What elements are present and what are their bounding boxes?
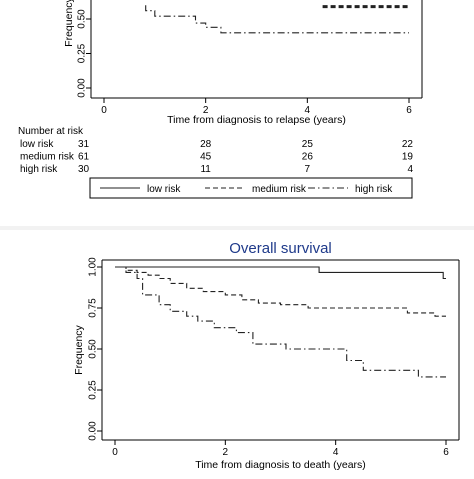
x-tick-label: 4	[333, 447, 339, 458]
risk-row-label-low-risk: low risk	[20, 139, 54, 150]
y-tick-label: 0.25	[77, 43, 88, 63]
series-line-medium-risk	[115, 266, 446, 317]
x-tick-label: 2	[223, 447, 229, 458]
series-line-high-risk	[145, 5, 409, 34]
risk-count: 4	[407, 164, 413, 175]
risk-count: 45	[200, 152, 212, 163]
risk-count: 61	[78, 152, 90, 163]
risk-count: 25	[302, 139, 314, 150]
risk-count: 22	[402, 139, 414, 150]
risk-count: 19	[402, 152, 414, 163]
x-tick-label: 2	[203, 105, 209, 116]
overall-survival-chart: 0 2 4 6 0.00 0.25 0.50 0.75 1.00 Time from diagno…	[73, 240, 460, 471]
risk-count: 11	[200, 164, 211, 175]
relapse-chart: 0 2 4 6 0.00 0.25 0.50 Time from diagnosis to r…	[18, 0, 423, 199]
legend-label-high-risk: high risk	[355, 184, 393, 195]
relapse-panel: 0 2 4 6 0.00 0.25 0.50 Time from diagnosis to r…	[0, 0, 474, 230]
risk-count: 31	[78, 139, 90, 150]
y-tick-label: 0.50	[88, 339, 99, 359]
y-tick-label: 0.75	[88, 298, 99, 318]
y-axis-label: Frequency	[73, 324, 85, 374]
risk-table-title: Number at risk	[18, 126, 84, 137]
risk-count: 7	[305, 164, 311, 175]
x-tick-label: 0	[112, 447, 118, 458]
x-tick-label: 0	[101, 105, 107, 116]
y-tick-label: 0.25	[88, 380, 99, 400]
series-line-high-risk	[115, 266, 446, 378]
y-tick-label: 0.00	[88, 421, 99, 441]
risk-count: 26	[302, 152, 314, 163]
legend-box	[89, 177, 413, 199]
x-tick-label: 4	[305, 105, 311, 116]
x-axis-label: Time from diagnosis to relapse (years)	[167, 114, 346, 126]
panel-separator	[0, 226, 474, 231]
x-tick-label: 6	[406, 105, 412, 116]
risk-row-label-medium-risk: medium risk	[20, 152, 75, 163]
x-tick-label: 6	[443, 447, 449, 458]
overall-survival-panel: 0 2 4 6 0.00 0.25 0.50 0.75 1.00 Time from diagno…	[0, 230, 474, 474]
y-axis-label: Frequency	[63, 0, 75, 47]
legend-label-medium-risk: medium risk	[252, 184, 307, 195]
series-line-low-risk	[115, 266, 446, 280]
y-tick-label: 0.00	[77, 78, 88, 98]
y-tick-label: 0.50	[77, 9, 88, 29]
chart-title: Overall survival	[229, 240, 332, 257]
y-tick-label: 1.00	[88, 257, 99, 277]
x-axis-label: Time from diagnosis to death (years)	[195, 459, 366, 471]
legend-label-low-risk: low risk	[147, 184, 181, 195]
risk-count: 28	[200, 139, 212, 150]
risk-row-label-high-risk: high risk	[20, 164, 58, 175]
risk-count: 30	[78, 164, 90, 175]
